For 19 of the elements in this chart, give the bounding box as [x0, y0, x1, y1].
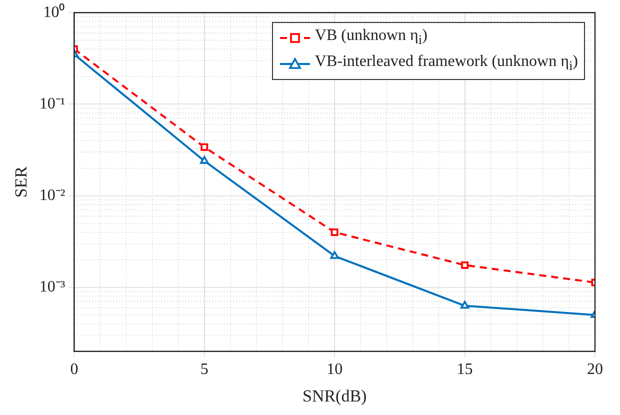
x-tick-label: 5 [200, 361, 208, 378]
legend-label: VB-interleaved framework (unknown η$_{i}$) [314, 52, 578, 76]
y-tick-label: 10⁰ [43, 2, 66, 21]
y-tick-label: 10⁻³ [39, 278, 66, 296]
y-tick-label: 10⁻¹ [39, 95, 66, 112]
point [461, 261, 469, 269]
x-axis-title: SNR(dB) [302, 386, 367, 406]
x-tick-label: 15 [456, 361, 473, 378]
y-tick-label: 10⁻² [39, 186, 66, 204]
x-tick-label: 10 [326, 361, 343, 378]
point [460, 300, 470, 309]
point [330, 228, 338, 236]
point [330, 251, 339, 259]
legend-label: VB (unknown η$_{i}$) [314, 26, 428, 50]
point [200, 156, 209, 164]
point [200, 143, 208, 151]
x-tick-label: 0 [70, 361, 78, 378]
x-tick-label: 20 [587, 361, 603, 378]
y-axis-title: SER [12, 166, 31, 198]
